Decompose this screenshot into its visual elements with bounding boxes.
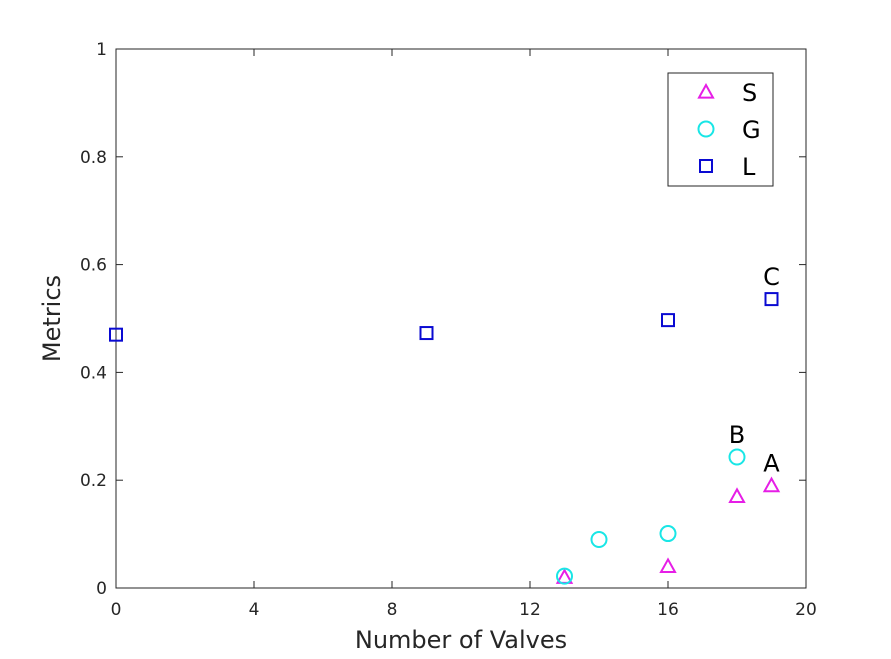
series-s — [555, 476, 781, 584]
data-point-g — [556, 567, 573, 585]
y-tick-label: 1 — [96, 40, 107, 60]
legend-marker-triangle-icon — [697, 82, 715, 99]
data-point-g — [590, 530, 608, 548]
y-tick-label: 0.4 — [80, 363, 107, 383]
axes: 0 4 8 12 16 20 0 0.2 0.4 0.6 0.8 1 — [80, 40, 817, 620]
x-tick-label: 20 — [795, 600, 817, 620]
y-axis-label: Metrics — [38, 275, 66, 362]
series-g — [556, 448, 746, 585]
data-point-l — [109, 327, 123, 342]
legend-marker-circle-icon — [697, 120, 715, 138]
plot-area-frame — [115, 48, 807, 589]
data-point-l — [661, 313, 675, 328]
legend-label: G — [742, 116, 761, 144]
y-tick-label: 0.6 — [80, 256, 107, 276]
series-l — [109, 292, 779, 342]
legend-marker-square-icon — [699, 159, 713, 173]
y-tick-label: 0.8 — [80, 148, 107, 168]
data-points — [109, 292, 781, 585]
legend: SGL — [667, 72, 774, 187]
x-axis-label: Number of Valves — [355, 626, 567, 654]
annotation-c: C — [763, 263, 780, 291]
legend-item-s: S — [697, 79, 757, 107]
legend-label: L — [742, 153, 756, 181]
x-tick-label: 12 — [519, 600, 541, 620]
annotations: AB C — [729, 263, 781, 477]
legend-label: S — [742, 79, 757, 107]
annotation-a: A — [763, 450, 780, 478]
data-point-s — [762, 476, 781, 493]
data-point-s — [728, 487, 746, 503]
data-point-g — [728, 448, 746, 466]
legend-item-l: L — [699, 153, 756, 181]
data-point-l — [764, 292, 779, 307]
y-tick-label: 0 — [96, 579, 107, 599]
y-tick-label: 0.2 — [80, 471, 107, 491]
legend-item-g: G — [697, 116, 761, 144]
x-tick-label: 16 — [657, 600, 679, 620]
data-point-s — [659, 557, 677, 574]
data-point-l — [419, 326, 434, 341]
legend-box — [667, 72, 774, 187]
x-tick-label: 4 — [249, 600, 260, 620]
data-point-g — [659, 525, 677, 543]
x-tick-label: 0 — [111, 600, 122, 620]
annotation-b: B — [729, 421, 745, 449]
x-tick-label: 8 — [387, 600, 398, 620]
